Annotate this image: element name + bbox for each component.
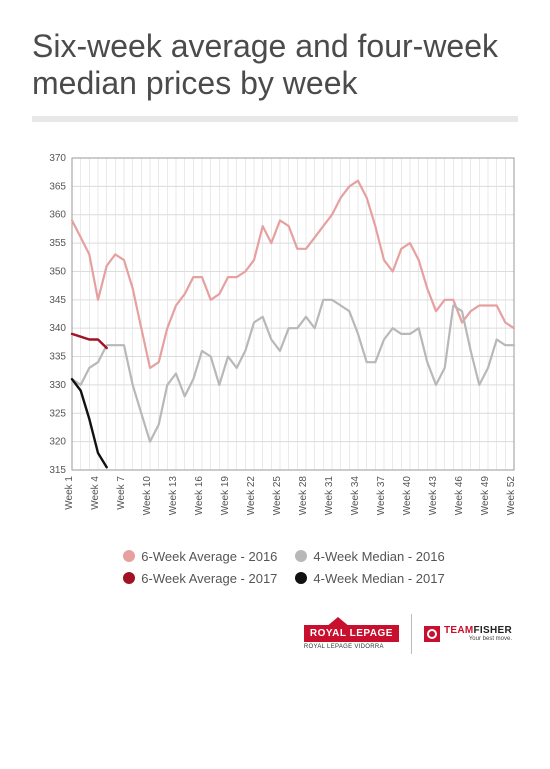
svg-text:Week 34: Week 34 — [350, 475, 361, 515]
tf-team: TEAM — [444, 625, 474, 636]
teamfisher-logo: TEAMFISHER Your best move. — [424, 625, 512, 643]
royal-lepage-logo: ROYAL LEPAGE ROYAL LEPAGE VIDORRA — [304, 617, 399, 651]
svg-text:Week 19: Week 19 — [220, 475, 231, 515]
svg-text:Week 31: Week 31 — [324, 475, 335, 515]
svg-text:335: 335 — [49, 351, 66, 362]
svg-text:370: 370 — [49, 153, 66, 164]
svg-text:Week 7: Week 7 — [116, 475, 127, 509]
royal-sub: ROYAL LEPAGE VIDORRA — [304, 644, 384, 651]
svg-text:Week 25: Week 25 — [272, 475, 283, 515]
price-chart: 315 320 325 330 335 340 345 350 355 360 365 370 Week… — [32, 150, 518, 530]
title-rule — [32, 116, 518, 122]
svg-text:Week 37: Week 37 — [376, 475, 387, 515]
svg-text:Week 13: Week 13 — [168, 475, 179, 515]
teamfisher-icon — [424, 626, 440, 642]
svg-text:Week 46: Week 46 — [454, 475, 465, 515]
svg-text:Week 52: Week 52 — [506, 475, 517, 515]
legend-label: 4-Week Median - 2017 — [313, 571, 444, 586]
svg-text:365: 365 — [49, 181, 66, 192]
svg-text:345: 345 — [49, 294, 66, 305]
svg-text:350: 350 — [49, 266, 66, 277]
svg-text:Week 40: Week 40 — [402, 475, 413, 515]
svg-text:Week 4: Week 4 — [90, 475, 101, 509]
legend-swatch — [295, 572, 307, 584]
footer-logos: ROYAL LEPAGE ROYAL LEPAGE VIDORRA TEAMFI… — [32, 614, 518, 654]
svg-text:320: 320 — [49, 436, 66, 447]
svg-text:315: 315 — [49, 465, 66, 476]
tf-tagline: Your best move. — [444, 636, 512, 643]
svg-text:Week 1: Week 1 — [64, 475, 75, 509]
chart-legend: 6-Week Average - 2016 4-Week Median - 201… — [32, 548, 518, 586]
svg-text:Week 49: Week 49 — [480, 475, 491, 515]
svg-text:Week 28: Week 28 — [298, 475, 309, 515]
legend-label: 4-Week Median - 2016 — [313, 549, 444, 564]
svg-text:360: 360 — [49, 209, 66, 220]
page-title: Six-week average and four-week median pr… — [32, 28, 518, 102]
svg-text:340: 340 — [49, 323, 66, 334]
tf-fisher: FISHER — [474, 625, 512, 636]
svg-text:Week 43: Week 43 — [428, 475, 439, 515]
legend-label: 6-Week Average - 2017 — [141, 571, 277, 586]
svg-text:355: 355 — [49, 238, 66, 249]
svg-text:325: 325 — [49, 408, 66, 419]
legend-swatch — [123, 550, 135, 562]
svg-text:Week 10: Week 10 — [142, 475, 153, 515]
legend-label: 6-Week Average - 2016 — [141, 549, 277, 564]
svg-text:Week 22: Week 22 — [246, 475, 257, 515]
legend-swatch — [295, 550, 307, 562]
svg-text:330: 330 — [49, 380, 66, 391]
svg-text:Week 16: Week 16 — [194, 475, 205, 515]
royal-main: ROYAL LEPAGE — [304, 625, 399, 642]
logo-divider — [411, 614, 412, 654]
legend-swatch — [123, 572, 135, 584]
